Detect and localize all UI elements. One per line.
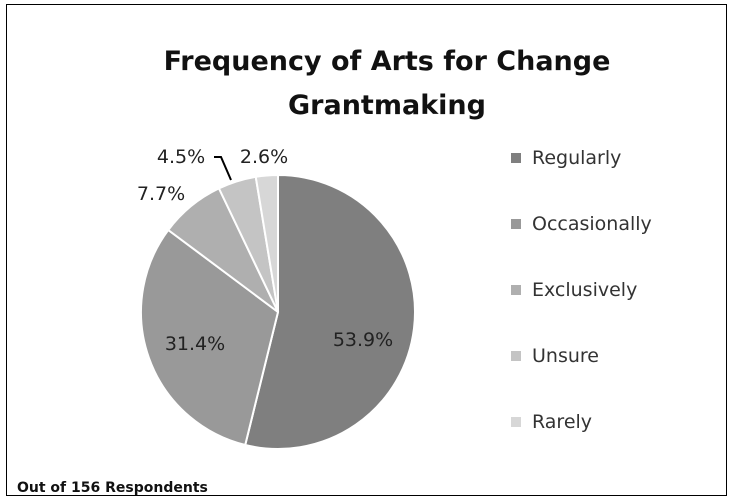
data-label-unsure: 4.5% bbox=[157, 146, 205, 168]
legend-item-regularly: Regularly bbox=[511, 146, 621, 170]
chart-title-line-1: Frequency of Arts for Change bbox=[163, 46, 611, 77]
data-label-rarely: 2.6% bbox=[240, 146, 288, 168]
legend-item-rarely: Rarely bbox=[511, 410, 592, 434]
legend-item-occasionally: Occasionally bbox=[511, 212, 652, 236]
legend-swatch bbox=[511, 351, 521, 361]
legend-label: Occasionally bbox=[532, 213, 652, 235]
legend-item-exclusively: Exclusively bbox=[511, 278, 637, 302]
legend-label: Exclusively bbox=[532, 279, 638, 301]
legend-label: Regularly bbox=[532, 147, 622, 169]
data-label-regularly: 53.9% bbox=[333, 329, 393, 351]
pie-slice-rarely bbox=[254, 173, 279, 313]
data-label-occasionally: 31.4% bbox=[165, 333, 225, 355]
legend-swatch bbox=[511, 153, 521, 163]
leader-line-unsure bbox=[214, 156, 232, 181]
data-label-exclusively: 7.7% bbox=[137, 183, 185, 205]
chart-title-line-2: Grantmaking bbox=[288, 90, 486, 121]
legend-swatch bbox=[511, 285, 521, 295]
respondents-footnote: Out of 156 Respondents bbox=[17, 480, 208, 496]
legend-swatch bbox=[511, 219, 521, 229]
legend-swatch bbox=[511, 417, 521, 427]
legend-label: Rarely bbox=[532, 411, 593, 433]
legend-item-unsure: Unsure bbox=[511, 344, 599, 368]
pie-slice-regularly bbox=[243, 173, 416, 450]
legend-label: Unsure bbox=[532, 345, 599, 367]
pie-slice-occasionally bbox=[140, 228, 280, 447]
